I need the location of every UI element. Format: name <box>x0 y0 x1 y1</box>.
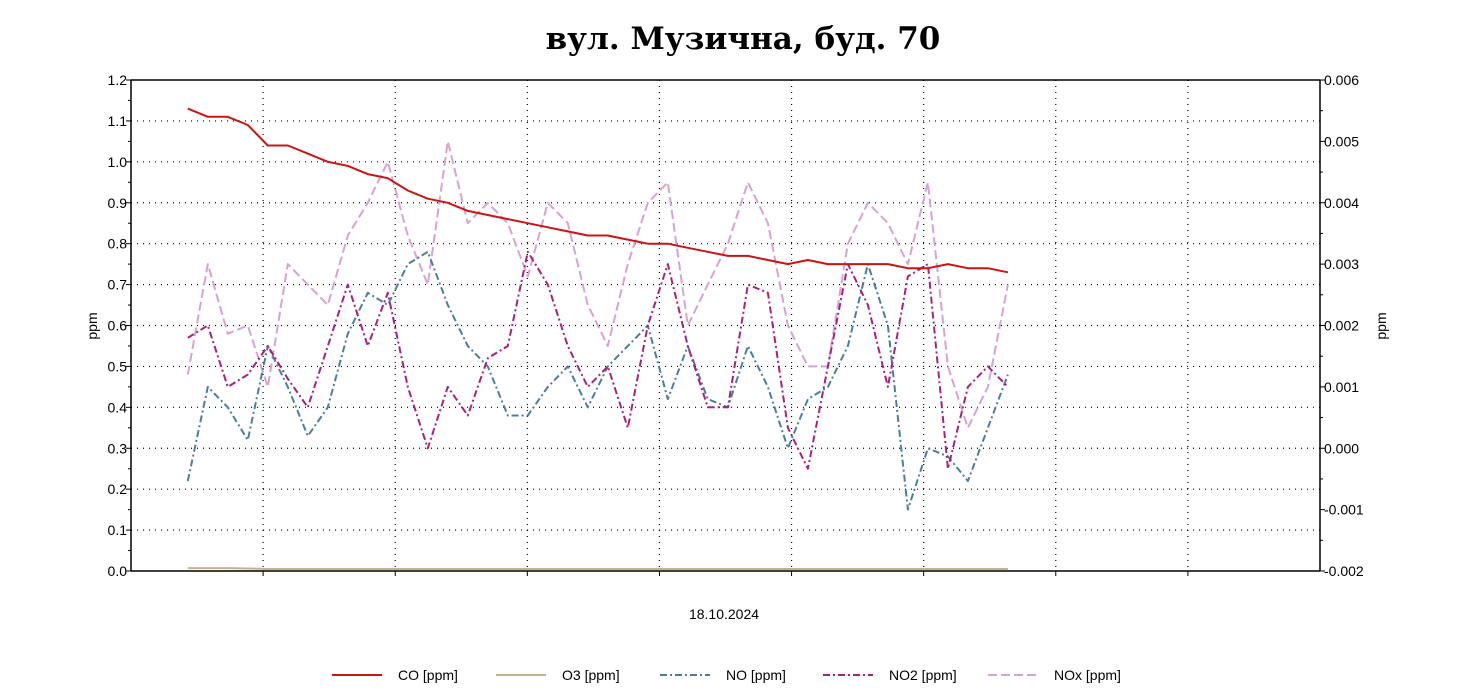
legend-label: O3 [ppm] <box>562 667 620 683</box>
y-right-tick-label: 0.002 <box>1324 318 1359 334</box>
y-left-tick-label: 1.2 <box>108 72 128 88</box>
legend-item: NO2 [ppm] <box>823 667 957 683</box>
grid <box>131 80 1320 571</box>
y-left-tick-label: 1.0 <box>108 154 128 170</box>
y-axis-left-label: ppm <box>84 312 100 339</box>
y-right-tick-label: 0.006 <box>1324 72 1359 88</box>
legend-item: O3 [ppm] <box>496 667 620 683</box>
y-right-tick-label: 0.005 <box>1324 133 1359 149</box>
y-right-tick-label: 0.004 <box>1324 195 1359 211</box>
legend-item: CO [ppm] <box>332 667 458 683</box>
series-line-no2 <box>187 250 1009 470</box>
y-left-tick-label: 0.7 <box>108 277 128 293</box>
y-left-tick-label: 0.2 <box>108 481 128 497</box>
y-right-tick-label: -0.001 <box>1324 502 1364 518</box>
legend-label: CO [ppm] <box>398 667 458 683</box>
chart-title: вул. Музична, буд. 70 <box>546 21 941 57</box>
y-right-tick-label: 0.001 <box>1324 379 1359 395</box>
y-left-tick-label: 0.0 <box>108 563 128 579</box>
series-line-nox <box>186 140 1009 429</box>
y-right-tick-label: -0.002 <box>1324 563 1364 579</box>
y-left-tick-label: 1.1 <box>108 113 128 129</box>
legend-label: NO2 [ppm] <box>889 667 957 683</box>
y-left-tick-label: 0.6 <box>108 318 128 334</box>
legend: CO [ppm] O3 [ppm] NO [ppm] NO2 [ppm] NOx [pp… <box>332 667 1121 683</box>
series-line-no <box>186 250 1009 511</box>
series-line-co <box>187 107 1009 274</box>
legend-label: NO [ppm] <box>726 667 786 683</box>
y-axis-right-label: ppm <box>1373 312 1389 339</box>
y-left-tick-label: 0.8 <box>108 236 128 252</box>
legend-item: NO [ppm] <box>660 667 786 683</box>
y-left-tick-label: 0.3 <box>108 440 128 456</box>
legend-label: NOx [ppm] <box>1054 667 1121 683</box>
series-group <box>186 107 1009 570</box>
y-right-tick-label: 0.000 <box>1324 440 1359 456</box>
y-right-tick-label: 0.003 <box>1324 256 1359 272</box>
axes: 0.0 0.1 0.2 0.3 0.4 0.5 0.6 0.7 0.8 0.9 1.0 1.1 1.2 -… <box>108 72 1364 579</box>
legend-item: NOx [ppm] <box>988 667 1121 683</box>
x-axis-label: 18.10.2024 <box>689 606 759 622</box>
y-left-tick-label: 0.9 <box>108 195 128 211</box>
series-line-o3 <box>187 567 1008 570</box>
y-left-tick-label: 0.5 <box>108 358 128 374</box>
y-left-tick-label: 0.1 <box>108 522 128 538</box>
y-left-tick-label: 0.4 <box>108 399 128 415</box>
